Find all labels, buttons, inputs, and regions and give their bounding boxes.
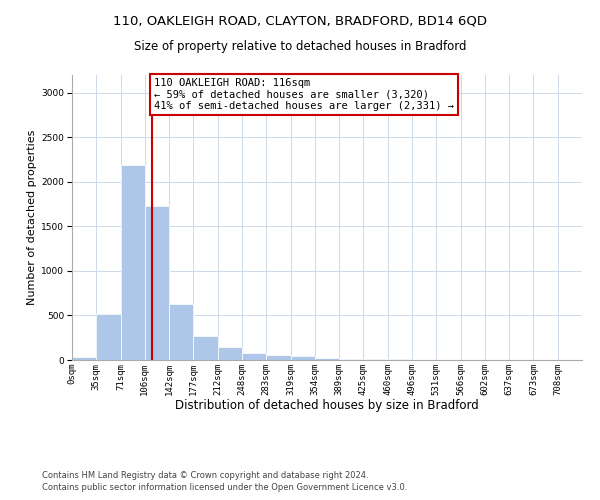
Bar [218,347,242,360]
Text: 110 OAKLEIGH ROAD: 116sqm
← 59% of detached houses are smaller (3,320)
41% of se: 110 OAKLEIGH ROAD: 116sqm ← 59% of detac… [154,78,454,111]
Bar [121,165,145,360]
Text: 110, OAKLEIGH ROAD, CLAYTON, BRADFORD, BD14 6QD: 110, OAKLEIGH ROAD, CLAYTON, BRADFORD, B… [113,15,487,28]
Y-axis label: Number of detached properties: Number of detached properties [27,130,37,305]
Bar [339,358,364,360]
Bar [266,355,290,360]
Bar [193,336,218,360]
X-axis label: Distribution of detached houses by size in Bradford: Distribution of detached houses by size … [175,399,479,412]
Bar [169,304,193,360]
Bar [364,359,388,360]
Text: Size of property relative to detached houses in Bradford: Size of property relative to detached ho… [134,40,466,53]
Bar [145,206,169,360]
Bar [96,314,121,360]
Bar [290,356,315,360]
Text: Contains public sector information licensed under the Open Government Licence v3: Contains public sector information licen… [42,484,407,492]
Text: Contains HM Land Registry data © Crown copyright and database right 2024.: Contains HM Land Registry data © Crown c… [42,471,368,480]
Bar [242,354,266,360]
Bar [72,358,96,360]
Bar [315,358,339,360]
